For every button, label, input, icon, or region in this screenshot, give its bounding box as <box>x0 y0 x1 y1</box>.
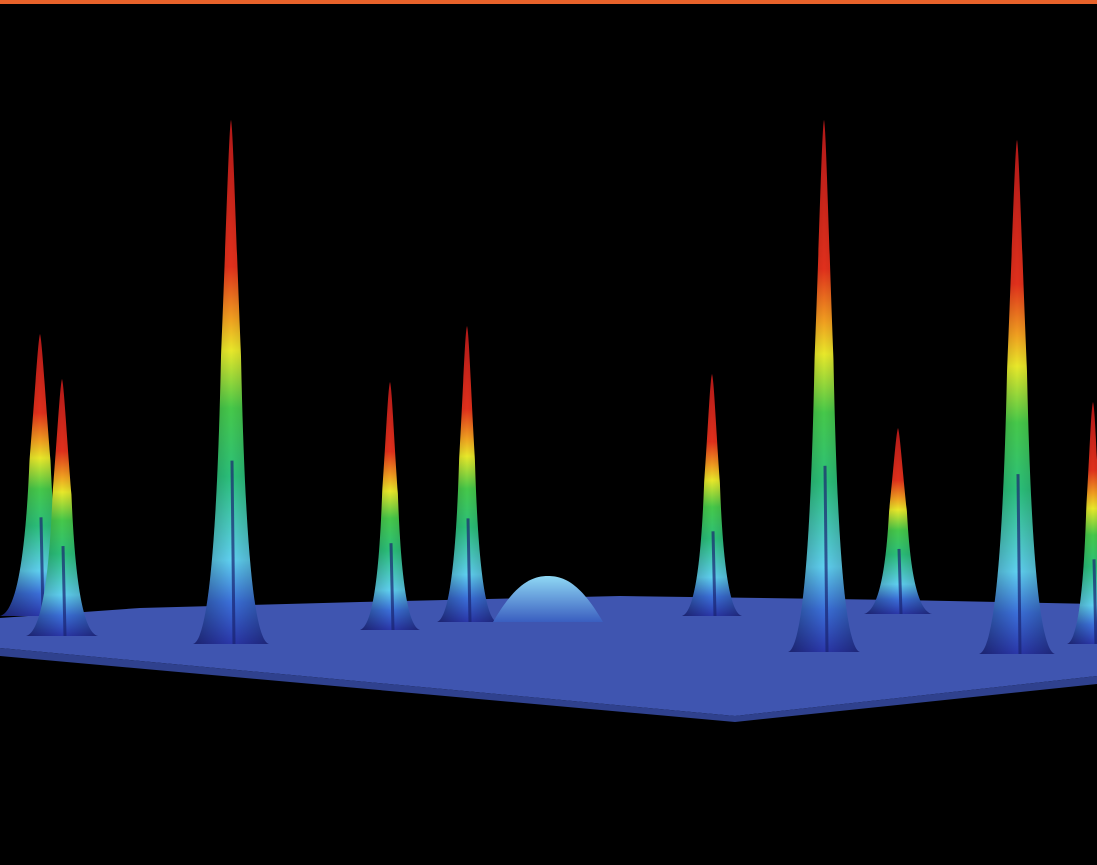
peak-1-base-stripe <box>39 517 45 617</box>
peak-6-shading <box>682 374 742 616</box>
peak-2-base-stripe <box>61 546 67 637</box>
peak-3-shading <box>193 120 269 644</box>
peak-2-shading <box>26 379 98 636</box>
low-bump-1 <box>493 576 603 622</box>
surface-plot-scene <box>0 4 1097 865</box>
peak-7-shading <box>788 120 860 652</box>
peak-6-base-stripe <box>711 531 717 617</box>
peak-5-shading <box>437 326 497 622</box>
peak-9-shading <box>979 140 1055 654</box>
peak-3-base-stripe <box>230 460 236 645</box>
peak-10-shading <box>1067 402 1097 644</box>
peak-5-base-stripe <box>466 518 472 623</box>
peak-9-base-stripe <box>1016 474 1022 655</box>
peaks-group <box>0 120 1097 655</box>
peak-8-base-stripe <box>897 548 903 615</box>
peak-1-shading <box>0 334 80 616</box>
peak-10-base-stripe <box>1092 559 1097 645</box>
top-accent-bar <box>0 0 1097 4</box>
3d-surface-plot <box>0 120 1097 722</box>
peak-4-shading <box>360 382 420 630</box>
peak-4-base-stripe <box>389 543 395 631</box>
peak-7-base-stripe <box>823 465 829 653</box>
peak-8-shading <box>864 428 932 614</box>
